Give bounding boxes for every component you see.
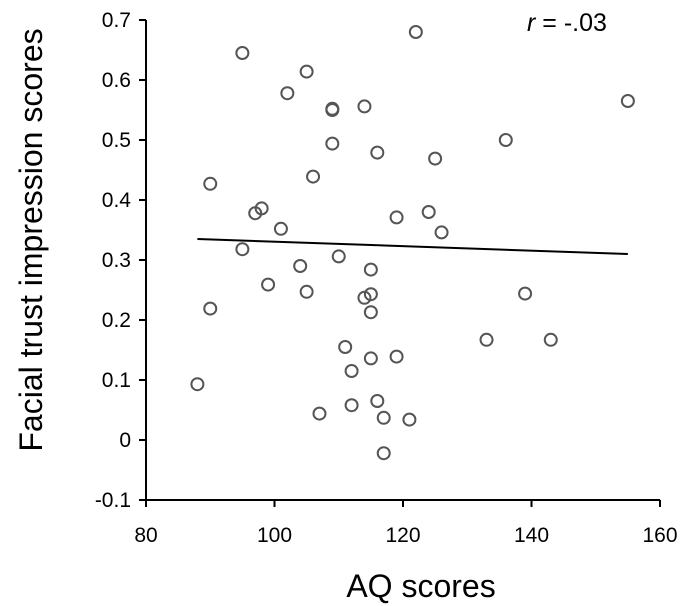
correlation-symbol: r	[527, 9, 537, 37]
data-point	[325, 136, 340, 151]
y-tick-label: 0.5	[102, 129, 131, 152]
data-point	[518, 286, 533, 301]
y-tick-label: -0.1	[95, 489, 131, 512]
x-tick-label: 120	[385, 524, 420, 547]
data-point	[299, 284, 314, 299]
data-point	[261, 277, 276, 292]
axes	[145, 20, 660, 501]
data-point	[376, 446, 391, 461]
data-point	[344, 398, 359, 413]
data-point	[357, 99, 372, 114]
correlation-value: = -.03	[535, 9, 607, 37]
y-tick-label: 0.2	[102, 309, 131, 332]
data-point	[325, 103, 340, 117]
data-point	[344, 364, 359, 378]
data-point	[370, 145, 385, 160]
regression-line	[197, 238, 628, 255]
data-point	[273, 221, 288, 236]
y-tick-label: 0	[119, 429, 131, 452]
data-point	[293, 259, 308, 273]
ticks	[139, 19, 661, 507]
y-axis-title: Facial trust impression scores	[13, 28, 49, 451]
correlation-annotation: r = -.03	[527, 9, 607, 37]
y-tick-label: 0.7	[102, 9, 131, 32]
data-point	[235, 46, 250, 60]
y-tick-label: 0.4	[102, 189, 132, 212]
y-tick-label: 0.6	[102, 69, 131, 92]
data-point	[370, 394, 385, 408]
data-point	[363, 287, 378, 302]
x-tick-label: 140	[514, 524, 549, 547]
data-point	[498, 133, 513, 147]
data-point	[203, 176, 218, 191]
data-point	[421, 205, 436, 219]
data-point	[402, 412, 417, 427]
data-point	[363, 351, 378, 366]
data-point	[299, 64, 314, 79]
data-point	[190, 377, 205, 392]
data-point	[306, 169, 321, 184]
data-point	[389, 349, 404, 364]
data-point	[363, 262, 378, 277]
data-points	[190, 25, 635, 461]
data-point	[203, 301, 218, 316]
data-point	[434, 225, 449, 240]
data-point	[331, 249, 346, 264]
data-point	[408, 25, 423, 39]
data-point	[389, 210, 404, 225]
data-point	[620, 94, 635, 108]
data-point	[254, 201, 269, 216]
x-tick-label: 160	[642, 524, 677, 547]
data-point	[428, 151, 443, 166]
y-tick-label: 0.3	[102, 249, 131, 272]
y-tick-label: 0.1	[102, 369, 131, 392]
x-tick-label: 100	[257, 524, 292, 547]
x-axis-title: AQ scores	[346, 568, 495, 604]
data-point	[479, 332, 494, 347]
data-point	[280, 86, 295, 101]
data-point	[235, 242, 250, 257]
data-point	[363, 305, 378, 320]
data-point	[543, 332, 558, 347]
data-point	[376, 410, 391, 425]
tick-labels: -0.1 0 0.1 0.2 0.3 0.4 0.5 0.6 0.7 80 100 120 140 160	[95, 9, 678, 547]
data-point	[312, 406, 327, 421]
x-tick-label: 80	[134, 524, 157, 547]
data-point	[338, 340, 353, 354]
